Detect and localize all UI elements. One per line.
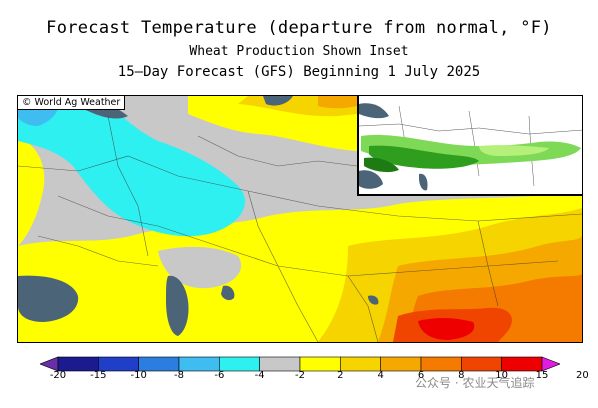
colorbar-bin (178, 356, 220, 372)
country-borders (18, 115, 582, 342)
wheat-production-inset (357, 96, 582, 196)
warm-anomaly-15-south (418, 318, 475, 340)
warm-anomaly-west (18, 136, 45, 246)
colorbar-tick-label: 10 (495, 370, 509, 381)
colorbar-bin (57, 356, 99, 372)
near-normal-pocket (158, 246, 242, 289)
colorbar-tick-label: 8 (458, 370, 465, 381)
warm-anomaly-north-6 (318, 96, 357, 109)
colorbar-tick-label: 6 (417, 370, 425, 381)
colorbar-max-arrow (541, 356, 561, 372)
white-sea (263, 96, 293, 106)
inset-map (359, 96, 582, 194)
colorbar-labels: -20 -15 -10 -8 -6 -4 -2 2 4 6 8 10 15 20 (40, 370, 589, 384)
colorbar-tick-label: -8 (174, 370, 184, 381)
colorbar-bin (380, 356, 422, 372)
colorbar-tick-label: -4 (254, 370, 265, 381)
black-sea (18, 275, 79, 322)
colorbar-tick-label: -15 (90, 370, 107, 381)
map-subtitle: Wheat Production Shown Inset (189, 44, 409, 59)
cool-anomaly-region (18, 96, 246, 237)
colorbar-bin (340, 356, 381, 372)
map-title: Forecast Temperature (departure from nor… (46, 18, 552, 38)
watermark: 公众号 · 农业天气追踪 (415, 376, 535, 390)
colorbar-bin (461, 356, 502, 372)
colorbar-bin (420, 356, 462, 372)
temperature-anomaly-map: © World Ag Weather (17, 95, 583, 343)
colorbar-svg (39, 356, 561, 372)
colorbar-bin (138, 356, 180, 372)
colorbar-tick-label: 20 (575, 370, 589, 381)
colorbar-tick-label: 15 (535, 370, 549, 381)
colorbar-tick-label: 4 (377, 370, 384, 381)
colorbar-tick-label: 2 (337, 370, 344, 381)
colorbar-bin (219, 356, 260, 372)
aral-sea (221, 285, 235, 301)
caspian-sea (166, 275, 189, 336)
map-credit: © World Ag Weather (18, 96, 126, 110)
forecast-period: 15–Day Forecast (GFS) Beginning 1 July 2… (117, 64, 481, 80)
colorbar-bin (501, 356, 543, 372)
wheat-areas (361, 134, 581, 173)
lake-balkhash (368, 295, 379, 305)
colorbar-bin (259, 356, 301, 372)
colorbar-tick-label: -10 (130, 370, 147, 381)
colorbar-tick-label: -20 (49, 370, 67, 381)
colorbar-bin (98, 356, 139, 372)
colorbar-tick-label: -2 (295, 370, 305, 381)
colorbar-bin (299, 356, 341, 372)
colorbar-tick-label: -6 (214, 370, 225, 381)
colorbar-min-arrow (39, 356, 59, 372)
temperature-colorbar (39, 356, 561, 372)
